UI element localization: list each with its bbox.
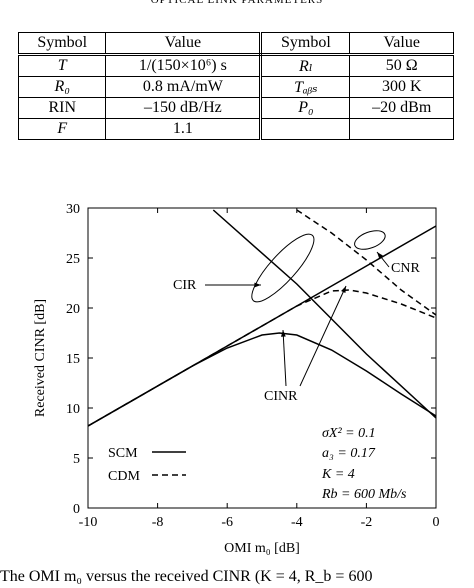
y-tick-label: 5 bbox=[73, 452, 80, 467]
table-cell bbox=[260, 118, 351, 140]
table-header-row: Symbol Value Symbol Value bbox=[17, 32, 454, 56]
annotation-cinr: CINR bbox=[264, 389, 298, 404]
x-tick-label: -8 bbox=[152, 515, 164, 530]
cir-ellipse bbox=[251, 233, 315, 303]
table-cell bbox=[349, 118, 454, 140]
cinr-arrow-cdm-head bbox=[341, 286, 346, 293]
figure-caption: The OMI m₀ versus the received CINR (K =… bbox=[0, 568, 373, 585]
series-line-cir bbox=[87, 225, 437, 427]
series-line-cnr bbox=[296, 209, 437, 316]
series-line-cdm bbox=[87, 289, 437, 427]
table-cell: Tₐᵦₛ bbox=[260, 76, 351, 98]
table-cell: –20 dBm bbox=[349, 97, 454, 119]
header-symbol-1: Symbol bbox=[17, 32, 107, 56]
parameter-label: σX² = 0.1 bbox=[322, 426, 376, 441]
cinr-arrow-scm-line bbox=[282, 329, 287, 387]
annotation-cir: CIR bbox=[173, 278, 197, 293]
x-axis-label: OMI m₀ [dB] bbox=[224, 541, 300, 556]
cinr-chart: -10 -8 -6 -4 -2 0 0 5 10 15 20 25 30 OMI m₀ [dB] Recei… bbox=[33, 202, 440, 556]
y-tick-label: 15 bbox=[66, 352, 80, 367]
parameter-label: K = 4 bbox=[321, 467, 355, 482]
table-cell: P₀ bbox=[260, 97, 351, 119]
x-tick-label: -6 bbox=[221, 515, 233, 530]
header-value-1: Value bbox=[105, 32, 263, 56]
y-tick-label: 0 bbox=[73, 502, 80, 517]
header-symbol-2: Symbol bbox=[260, 32, 351, 56]
table-cell: –150 dB/Hz bbox=[105, 97, 263, 119]
series-line-unnamed-4 bbox=[212, 209, 437, 419]
table-title: OPTICAL LINK PARAMETERS bbox=[150, 0, 324, 6]
table-cell: R₀ bbox=[17, 76, 107, 98]
cnr-arrow-head bbox=[377, 252, 383, 259]
table-cell: T bbox=[17, 54, 107, 77]
cnr-ellipse bbox=[354, 230, 386, 250]
parameters-table: Symbol Value Symbol Value T 1/(150×10⁶) … bbox=[17, 32, 454, 140]
table-cell: 300 K bbox=[349, 76, 454, 98]
table-cell: RIN bbox=[17, 97, 107, 119]
y-tick-label: 30 bbox=[66, 202, 80, 217]
table-row: T 1/(150×10⁶) s Rₗ 50 Ω bbox=[17, 54, 454, 77]
series-line-scm bbox=[87, 332, 437, 427]
annotation-cnr: CNR bbox=[391, 261, 420, 276]
cir-arrow-head bbox=[254, 282, 261, 288]
x-tick-label: -2 bbox=[361, 515, 373, 530]
table-cell: 0.8 mA/mW bbox=[105, 76, 263, 98]
x-tick-label: -4 bbox=[291, 515, 303, 530]
table-cell: F bbox=[17, 118, 107, 140]
table-cell: Rₗ bbox=[260, 54, 351, 77]
parameter-label: a₃ = 0.17 bbox=[322, 446, 376, 461]
x-tick-label: 0 bbox=[433, 515, 440, 530]
y-axis-label: Received CINR [dB] bbox=[33, 299, 48, 417]
table-row: R₀ 0.8 mA/mW Tₐᵦₛ 300 K bbox=[17, 76, 454, 98]
y-tick-label: 20 bbox=[66, 302, 80, 317]
legend-label: CDM bbox=[108, 469, 140, 484]
y-tick-label: 10 bbox=[66, 402, 80, 417]
cinr-arrow-cdm-line bbox=[299, 285, 347, 387]
table-row: RIN –150 dB/Hz P₀ –20 dBm bbox=[17, 97, 454, 119]
table-cell: 1/(150×10⁶) s bbox=[105, 54, 263, 77]
header-value-2: Value bbox=[349, 32, 454, 56]
table-cell: 50 Ω bbox=[349, 54, 454, 77]
parameter-label: Rb = 600 Mb/s bbox=[321, 487, 407, 502]
cinr-arrow-scm-head bbox=[280, 330, 286, 337]
table-cell: 1.1 bbox=[105, 118, 263, 140]
legend-label: SCM bbox=[108, 446, 138, 461]
y-tick-label: 25 bbox=[66, 252, 80, 267]
x-tick-label: -10 bbox=[79, 515, 98, 530]
table-row: F 1.1 bbox=[17, 118, 454, 140]
